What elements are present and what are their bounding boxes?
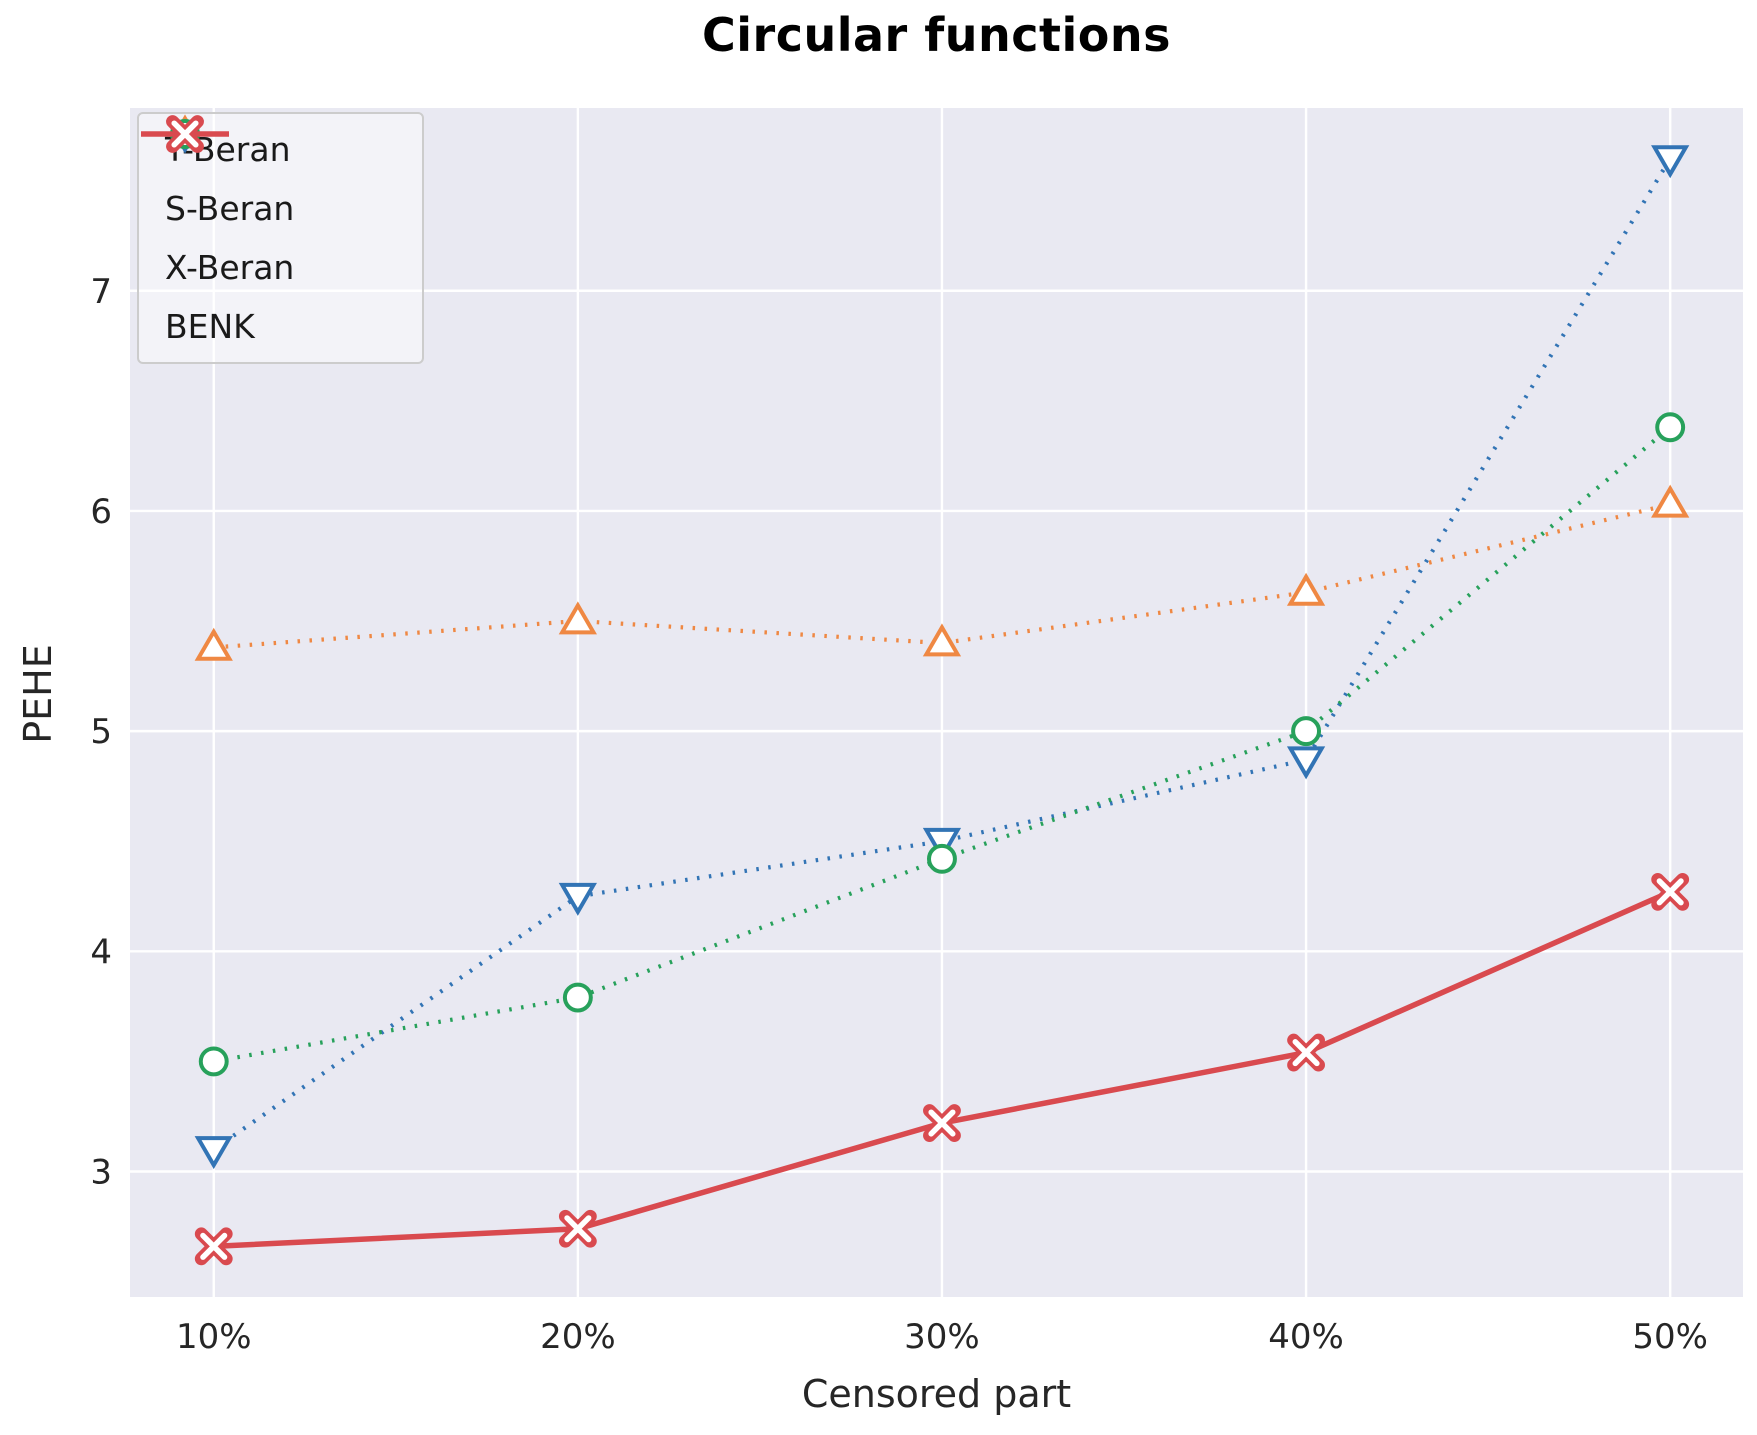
x-marker-core-icon <box>928 1109 956 1137</box>
y-tick-label: 3 <box>90 1152 112 1192</box>
circle-marker-icon <box>927 843 957 874</box>
triangle-up-marker-icon <box>922 623 962 657</box>
x-marker-core-icon <box>171 120 199 148</box>
legend-entry-benk: BENK <box>141 115 422 355</box>
legend-entry-s-beran: S-Beran <box>145 114 422 237</box>
triangle-down-marker-icon <box>1651 145 1690 179</box>
x-tick-label: 30% <box>904 1317 980 1357</box>
legend-label: BENK <box>165 307 255 346</box>
x-tick-label: 40% <box>1268 1317 1344 1357</box>
x-axis-label: Censored part <box>801 1372 1072 1416</box>
y-axis-label: PEHE <box>16 644 60 744</box>
chart-title: Circular functions <box>702 8 1171 62</box>
x-tick-label: 20% <box>540 1317 616 1357</box>
legend: T-Beran S-Beran X-Beran BENK <box>137 112 424 364</box>
x-marker-core-icon <box>1292 1039 1320 1067</box>
legend-label: X-Beran <box>165 248 295 287</box>
plot-area <box>130 108 1743 1297</box>
y-tick-label: 6 <box>90 492 112 532</box>
circle-marker-icon <box>562 982 593 1013</box>
x-marker-core-icon <box>200 1232 228 1260</box>
triangle-up-marker-icon <box>558 601 597 635</box>
x-tick-label: 50% <box>1632 1317 1708 1357</box>
triangle-down-marker-icon <box>194 1136 233 1170</box>
circle-marker-icon <box>1291 716 1322 747</box>
series-x-beran <box>198 412 1686 1077</box>
x-marker-core-icon <box>1656 878 1684 906</box>
legend-entry-x-beran: X-Beran <box>145 119 422 296</box>
triangle-down-marker-icon <box>1286 746 1326 780</box>
triangle-down-marker-icon <box>922 827 962 861</box>
x-tick-label: 10% <box>176 1317 252 1357</box>
triangle-up-marker-icon <box>194 627 233 661</box>
series-t-beran <box>194 145 1690 1170</box>
triangle-down-marker-icon <box>558 882 597 916</box>
y-tick-label: 5 <box>90 712 112 752</box>
triangle-up-marker-icon <box>1651 484 1690 518</box>
circle-marker-icon <box>198 1046 229 1077</box>
legend-label: S-Beran <box>165 189 295 228</box>
circle-marker-icon <box>1655 412 1686 443</box>
gridlines <box>130 108 1743 1297</box>
series-s-beran <box>194 484 1690 661</box>
y-tick-label: 7 <box>90 272 112 312</box>
triangle-up-marker-icon <box>1286 572 1326 606</box>
series-benk <box>194 872 1690 1266</box>
x-marker-core-icon <box>564 1215 592 1243</box>
benk-marker-icon <box>141 115 229 153</box>
y-tick-label: 4 <box>90 932 112 972</box>
